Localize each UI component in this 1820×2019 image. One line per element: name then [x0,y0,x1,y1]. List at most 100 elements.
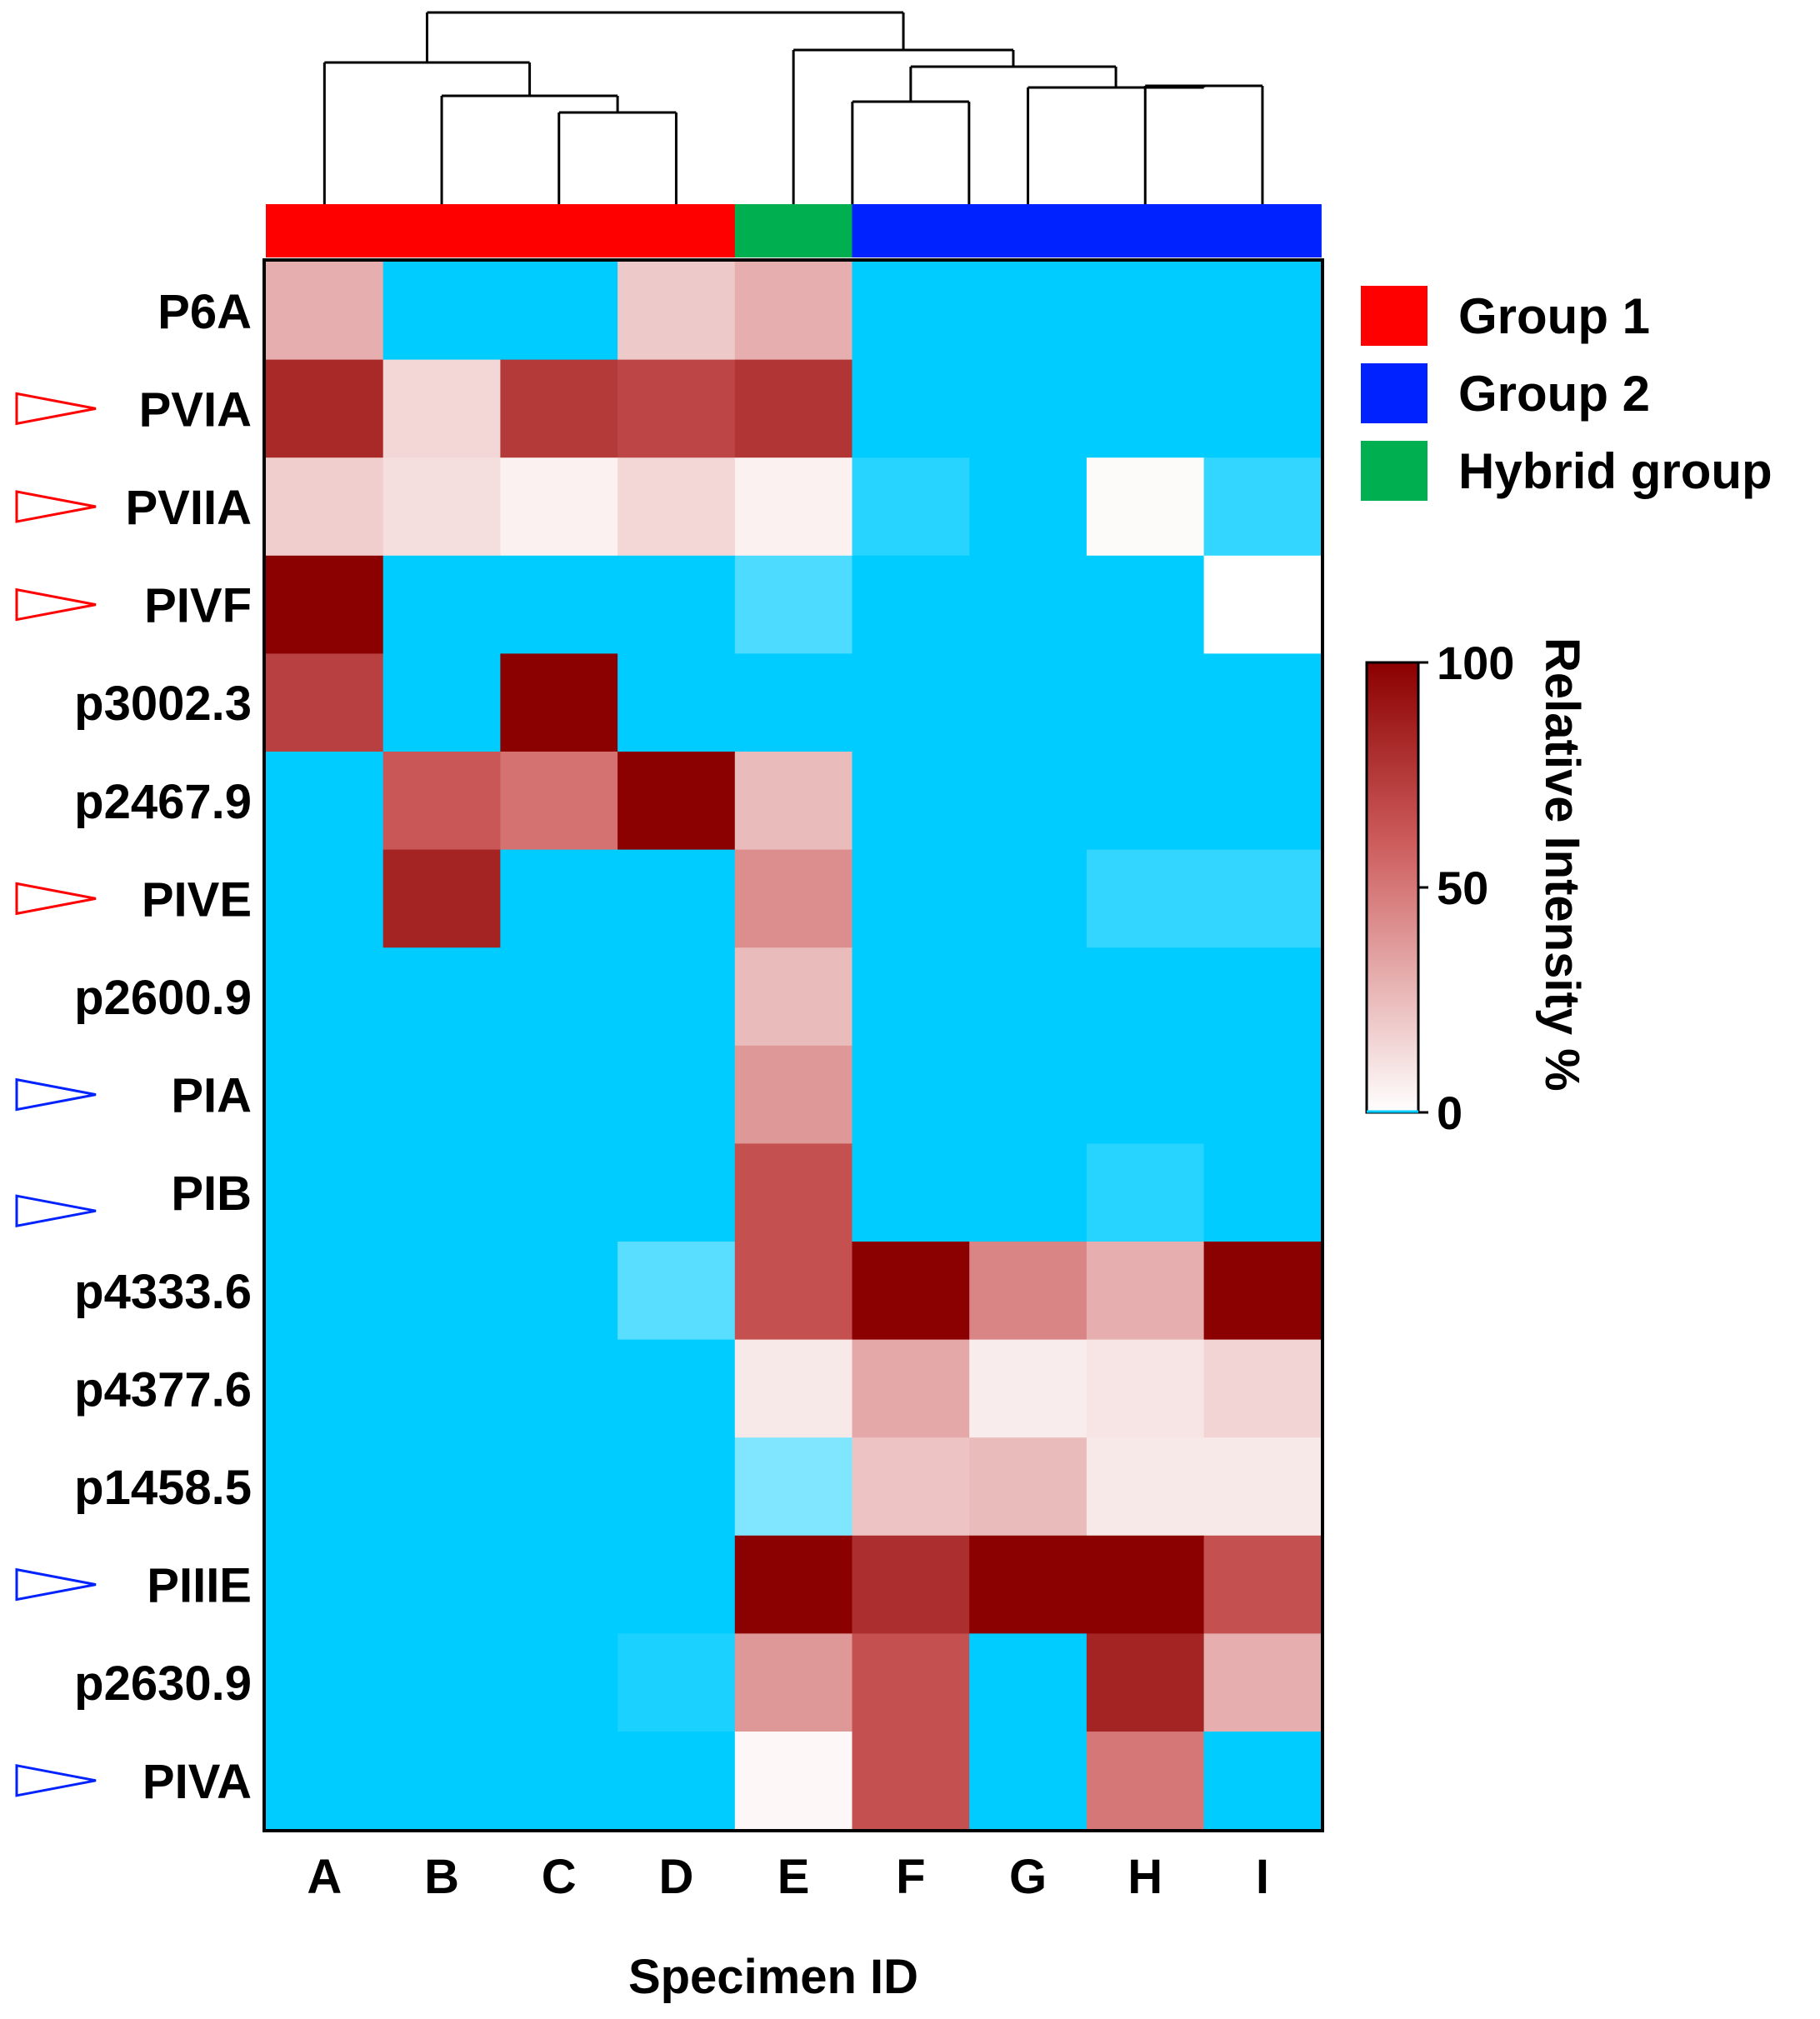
heatmap-cell [969,457,1088,557]
heatmap-cell [1086,555,1205,654]
row-label: PIA [171,1069,252,1123]
column-label: I [1256,1850,1269,1904]
row-marker-triangle [15,392,97,426]
column-label: C [542,1850,577,1904]
group-bar-segment [852,204,970,257]
column-labels: A B C D E F G H I [307,1850,1269,1904]
heatmap-cell [852,752,970,851]
row-label: PIVA [142,1755,252,1809]
heatmap-cell [1086,262,1205,361]
heatmap-cell [1086,1437,1205,1537]
heatmap-cell [382,555,501,654]
group-bar-segment [734,204,853,257]
heatmap-cell [1203,1732,1322,1831]
heatmap-cell [266,359,384,458]
heatmap-cell [734,1143,853,1242]
colorbar: 0 50 100 Relative Intensity % [1365,637,1589,1139]
row-label: PIVE [142,872,252,927]
row-marker-triangle [15,587,97,622]
heatmap-cell [1086,1535,1205,1634]
heatmap-cell [1203,947,1322,1047]
heatmap-cell [382,1143,501,1242]
heatmap-cell [266,1732,384,1831]
heatmap-cell [1086,1045,1205,1144]
heatmap-cell [852,262,970,361]
colorbar-tick-label: 50 [1437,862,1488,914]
heatmap-cell [1086,947,1205,1047]
heatmap-cell [266,849,384,948]
heatmap-cell [382,1437,501,1537]
heatmap-cell [500,1242,618,1341]
legend-swatch [1361,441,1428,501]
heatmap-cell [500,752,618,851]
heatmap-cell [618,555,736,654]
row-label: PIVF [144,579,252,633]
column-label: A [307,1850,342,1904]
row-label: p1458.5 [74,1461,252,1515]
dendrogram [322,11,1264,204]
group-bar-segment [266,204,384,257]
heatmap-cell [500,359,618,458]
heatmap-cell [266,1535,384,1634]
group-bar-segment [382,204,501,257]
column-label: H [1128,1850,1162,1904]
heatmap-cell [618,752,736,851]
heatmap-cell [969,1143,1088,1242]
column-label: D [659,1850,694,1904]
heatmap-cell [734,947,853,1047]
heatmap-cell [382,1339,501,1438]
row-label: P6A [158,285,252,339]
heatmap-cell [266,653,384,752]
heatmap-cell [266,1242,384,1341]
heatmap-cell [500,849,618,948]
row-label: p2630.9 [74,1657,252,1711]
row-label: PIIIE [147,1559,252,1613]
heatmap-cell [969,1732,1088,1831]
row-label: PIB [171,1167,252,1221]
heatmap-cell [734,1045,853,1144]
heatmap-cell [1203,262,1322,361]
heatmap-cell [734,555,853,654]
row-label: PVIA [139,382,252,437]
heatmap-cell [852,1242,970,1341]
heatmap-cell [1086,1732,1205,1831]
heatmap-cell [852,555,970,654]
heatmap-cell [852,1339,970,1438]
heatmap-cell [1086,752,1205,851]
heatmap-cell [266,555,384,654]
heatmap-cell [852,359,970,458]
heatmap-cell [1203,359,1322,458]
heatmap-cell [1086,359,1205,458]
heatmap-cell [734,1339,853,1438]
heatmap-cell [266,752,384,851]
heatmap-cell [500,262,618,361]
heatmap-cell [1203,849,1322,948]
heatmap-cell [1086,1143,1205,1242]
row-label: PVIIA [126,481,252,535]
heatmap-cell [1086,1339,1205,1438]
heatmap-cell [852,1437,970,1537]
heatmap-cell [852,457,970,557]
heatmap-cell [266,1045,384,1144]
heatmap-cell [382,457,501,557]
heatmap-cell [382,752,501,851]
heatmap-cell [852,1045,970,1144]
heatmap-cell [734,849,853,948]
heatmap-cell [382,1633,501,1732]
heatmap-cell [1203,1242,1322,1341]
heatmap-cell [382,947,501,1047]
heatmap-cell [618,262,736,361]
row-labels: P6A PVIA PVIIA PIVF p3002.3 p2467.9 PIVE p2600.… [74,285,252,1809]
row-marker-triangle [15,1194,97,1228]
heatmap-cells [266,262,1322,1831]
heatmap-cell [969,262,1088,361]
heatmap-cell [969,1437,1088,1537]
heatmap-cell [500,1045,618,1144]
heatmap-cell [618,1242,736,1341]
heatmap-cell [618,1633,736,1732]
heatmap-cell [500,555,618,654]
column-label: E [778,1850,810,1904]
heatmap-cell [969,1339,1088,1438]
heatmap-cell [382,1045,501,1144]
